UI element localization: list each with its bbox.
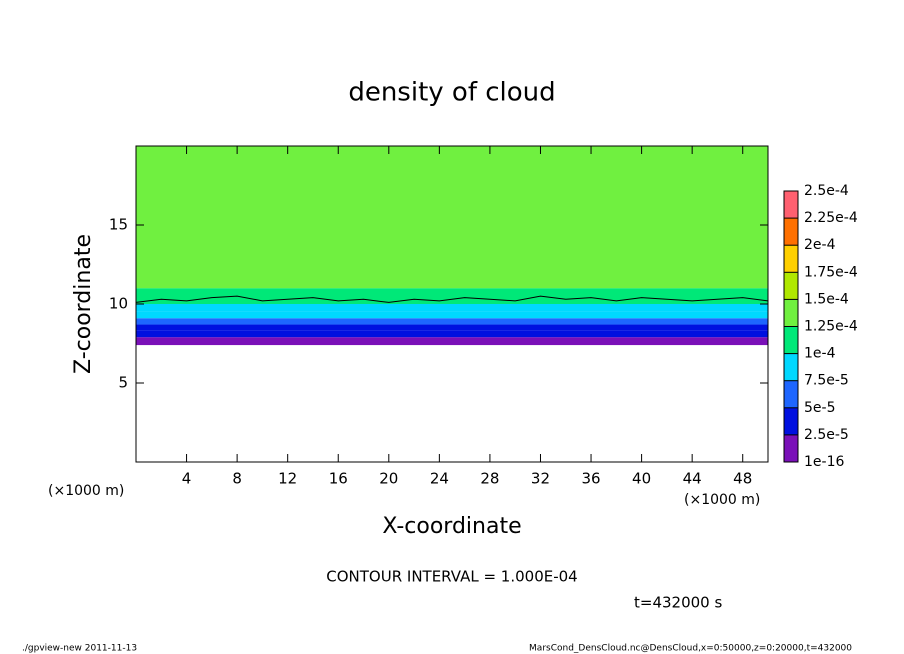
colorbar-label: 2.5e-4 — [804, 183, 849, 199]
colorbar-label: 1.5e-4 — [804, 291, 849, 307]
colorbar-band — [784, 380, 798, 408]
colorbar-label: 1e-4 — [804, 346, 836, 362]
x-unit: (×1000 m) — [684, 492, 760, 508]
colorbar-band — [784, 299, 798, 327]
x-tick-label: 24 — [430, 470, 449, 488]
colorbar-label: 2.25e-4 — [804, 210, 858, 226]
x-tick-label: 8 — [232, 470, 242, 488]
x-tick-label: 20 — [379, 470, 398, 488]
time-note: t=432000 s — [634, 594, 722, 612]
colorbar-band — [784, 353, 798, 381]
x-tick-label: 32 — [531, 470, 550, 488]
colorbar-label: 7.5e-5 — [804, 373, 849, 389]
x-tick-label: 44 — [683, 470, 702, 488]
x-tick-label: 16 — [329, 470, 348, 488]
x-tick-label: 12 — [278, 470, 297, 488]
x-tick-label: 4 — [182, 470, 192, 488]
colorbar-label: 5e-5 — [804, 400, 835, 416]
chart-title: density of cloud — [348, 78, 555, 108]
field-band — [136, 330, 768, 338]
field-band — [136, 324, 768, 331]
x-tick-label: 28 — [480, 470, 499, 488]
colorbar-band — [784, 326, 798, 354]
footer-left: ./gpview-new 2011-11-13 — [22, 644, 137, 654]
field-band — [136, 304, 768, 312]
colorbar-band — [784, 245, 798, 273]
contour-line — [135, 295, 769, 303]
colorbar-band — [784, 434, 798, 462]
field-band — [136, 318, 768, 325]
footer-right: MarsCond_DensCloud.nc@DensCloud,x=0:5000… — [529, 644, 852, 654]
colorbar-label: 1e-16 — [804, 454, 844, 470]
colorbar-band — [784, 191, 798, 219]
field-band — [136, 311, 768, 319]
contour-note: CONTOUR INTERVAL = 1.000E-04 — [326, 568, 577, 586]
colorbar-band — [784, 218, 798, 246]
colorbar-label: 1.25e-4 — [804, 319, 858, 335]
x-tick-label: 48 — [733, 470, 752, 488]
x-unit: (×1000 m) — [48, 483, 124, 499]
colorbar-band — [784, 407, 798, 435]
y-tick-label: 5 — [118, 374, 128, 392]
x-tick-label: 40 — [632, 470, 651, 488]
colorbar-label: 2e-4 — [804, 237, 836, 253]
field-band — [136, 146, 768, 289]
field-band — [136, 337, 768, 346]
y-axis-label: Z-coordinate — [71, 234, 96, 374]
colorbar-label: 2.5e-5 — [804, 427, 849, 443]
colorbar-label: 1.75e-4 — [804, 264, 858, 280]
y-tick-label: 15 — [109, 216, 128, 234]
y-tick-label: 10 — [109, 295, 128, 313]
x-axis-label: X-coordinate — [382, 514, 521, 539]
x-tick-label: 36 — [581, 470, 600, 488]
colorbar-band — [784, 272, 798, 300]
